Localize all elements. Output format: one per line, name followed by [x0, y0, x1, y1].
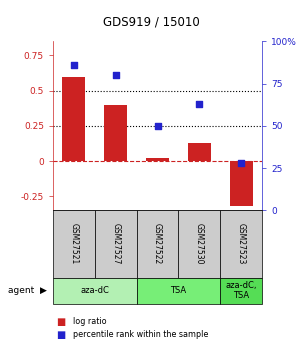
Point: [155, 123, 160, 129]
Point: [72, 62, 76, 68]
Bar: [188, 143, 211, 161]
Text: GSM27527: GSM27527: [111, 224, 120, 265]
Point: [197, 101, 202, 107]
Text: GSM27523: GSM27523: [237, 224, 246, 265]
Bar: [230, 161, 253, 206]
Text: aza-dC,
TSA: aza-dC, TSA: [225, 281, 257, 300]
Text: TSA: TSA: [170, 286, 187, 295]
Text: ■: ■: [56, 330, 65, 339]
Bar: [146, 158, 169, 161]
Text: percentile rank within the sample: percentile rank within the sample: [73, 330, 208, 339]
Text: aza-dC: aza-dC: [80, 286, 109, 295]
Bar: [62, 77, 85, 161]
Point: [239, 160, 244, 166]
Text: agent  ▶: agent ▶: [8, 286, 47, 295]
Bar: [104, 105, 127, 161]
Text: GSM27521: GSM27521: [69, 224, 78, 265]
Text: log ratio: log ratio: [73, 317, 106, 326]
Text: GDS919 / 15010: GDS919 / 15010: [103, 16, 200, 29]
Text: GSM27530: GSM27530: [195, 223, 204, 265]
Text: ■: ■: [56, 317, 65, 326]
Point: [113, 72, 118, 78]
Text: GSM27522: GSM27522: [153, 224, 162, 265]
